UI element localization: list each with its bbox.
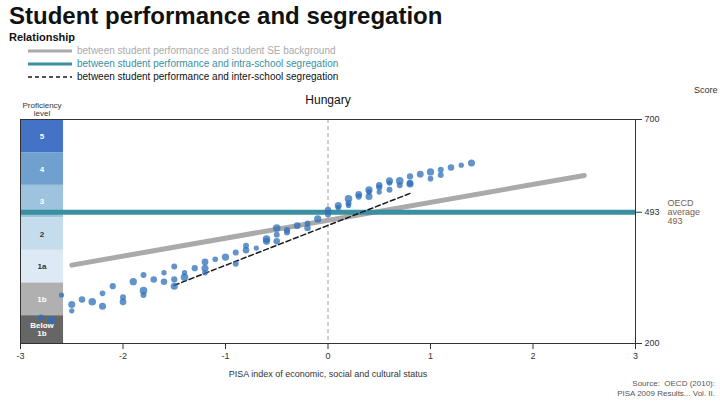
svg-text:Hungary: Hungary [305,93,350,107]
svg-text:200: 200 [645,338,660,348]
svg-text:-1: -1 [221,351,229,361]
html-text:between student performance an: between student performance and student … [77,45,336,56]
svg-text:2: 2 [40,230,45,239]
svg-text:Score: Score [694,85,718,95]
svg-text:1: 1 [428,351,433,361]
svg-text:5: 5 [40,132,45,141]
html-text:Below: Below [30,321,54,331]
html-text:between student performance an: between student performance and intra-sc… [77,58,339,69]
html-text:1b: 1b [37,329,47,339]
svg-text:OECDaverage493: OECDaverage493 [668,198,701,226]
svg-text:Proficiencylevel: Proficiencylevel [22,101,61,118]
svg-text:3: 3 [40,197,45,206]
svg-text:1b: 1b [37,295,46,304]
svg-text:PISA index of economic, social: PISA index of economic, social and cultu… [229,369,428,379]
svg-text:1a: 1a [38,262,47,271]
svg-text:4: 4 [40,165,45,174]
html-text:Source: OECD (2010): PISA 2009: Source: OECD (2010): PISA 2009 Results..… [617,379,715,398]
svg-text:493: 493 [645,207,660,217]
svg-text:2: 2 [530,351,535,361]
html-text:between student performance an: between student performance and inter-sc… [77,71,339,82]
svg-text:0: 0 [325,351,330,361]
svg-text:700: 700 [645,114,660,124]
svg-text:-3: -3 [16,351,24,361]
html-text:Student performance and segreg: Student performance and segregation [9,2,443,29]
html-text:Relationship: Relationship [9,31,75,43]
svg-text:3: 3 [633,351,638,361]
svg-text:-2: -2 [119,351,127,361]
